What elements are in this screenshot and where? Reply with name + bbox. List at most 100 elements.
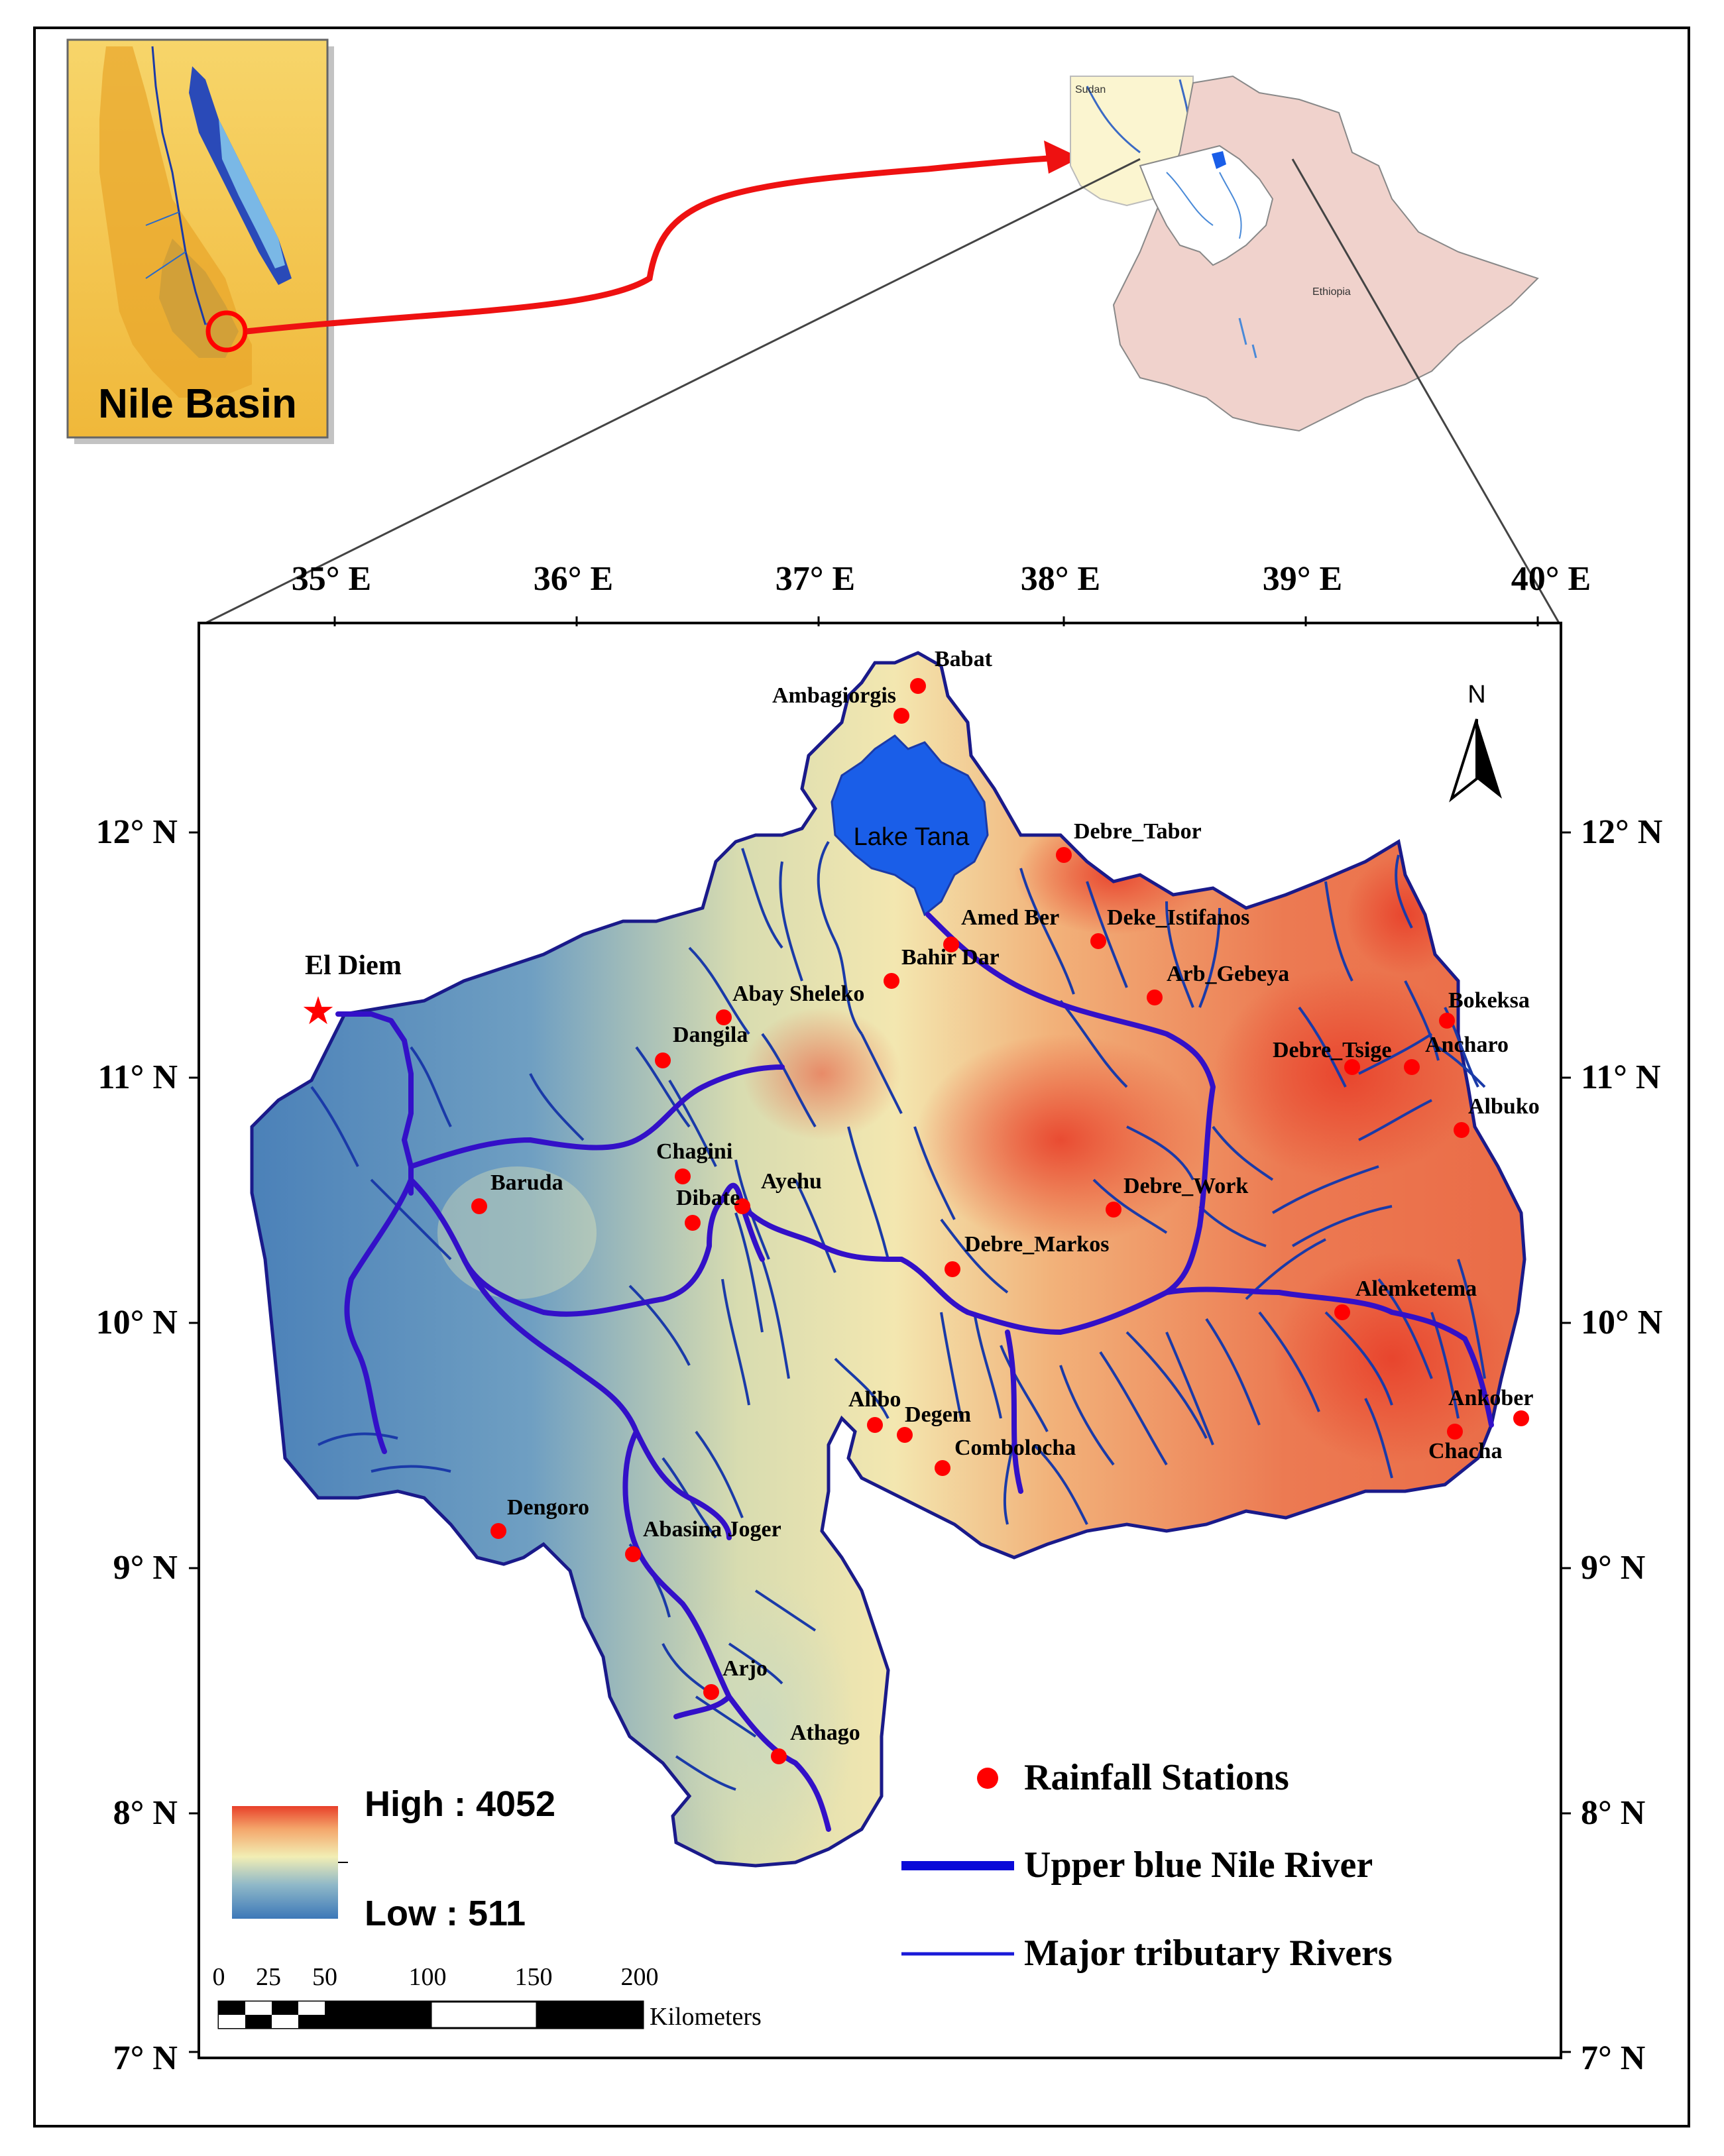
lake-tana [831,734,989,917]
station-marker [771,1748,787,1764]
station-label: Arjo [722,1656,768,1681]
station-label: Abay Sheleko [732,982,864,1006]
elevation-legend: High : 4052 Low : 511 [232,1784,555,1933]
station-marker [1404,1059,1420,1075]
station-label: Arb_Gebeya [1167,962,1289,986]
station-marker [1439,1013,1455,1029]
sudan-label: Sudan [1075,84,1106,95]
ethiopia-label: Ethiopia [1312,286,1351,298]
inset-title: Nile Basin [98,381,297,427]
station-label: Chacha [1428,1439,1502,1463]
lat-left-10: 10° N [96,1304,178,1341]
longitude-labels: 35° E 36° E 37° E 38° E 39° E 40° E [292,560,1591,598]
lat-right-8: 8° N [1581,1794,1645,1832]
legend-main-river-label: Upper blue Nile River [1024,1844,1373,1886]
lake-tana-label: Lake Tana [854,823,970,851]
zoom-line-right [1291,158,1562,627]
lat-right-12: 12° N [1581,813,1662,851]
scale-tick-0: 0 [213,1963,225,1991]
lat-right-9: 9° N [1581,1549,1645,1587]
lon-37: 37° E [776,560,855,598]
lon-38: 38° E [1021,560,1100,598]
lon-39: 39° E [1263,560,1342,598]
station-label: Bahir Dar [901,945,1000,970]
station-label: Dangila [673,1023,748,1047]
scale-bar: 0 25 50 100 150 200 Kilometers [213,1963,762,2031]
station-label: Abasina Joger [643,1517,781,1542]
station-label: Debre_Tabor [1074,819,1202,844]
station-label: Ankober [1448,1386,1533,1410]
elevation-low-label: Low : 511 [365,1894,526,1933]
station-marker [1106,1202,1121,1218]
lon-36: 36° E [534,560,613,598]
elevation-high-label: High : 4052 [365,1784,555,1824]
locator-arrow-head [1044,141,1080,174]
station-marker [685,1215,701,1231]
scale-tick-200: 200 [621,1963,659,1991]
station-label: Chagini [656,1139,732,1164]
el-diem-star-icon: ★ [301,990,335,1033]
lat-right-7: 7° N [1581,2039,1645,2077]
nile-basin-inset: Nile Basin [66,38,334,444]
tributary-rivers [310,840,1486,1791]
latitude-ticks [189,831,1571,2053]
latitude-labels-right: 12° N 11° N 10° N 9° N 8° N 7° N [1581,813,1662,2077]
longitude-ticks [333,616,1539,626]
zoom-line-left [198,158,1141,628]
station-marker [625,1546,641,1562]
station-marker [945,1261,960,1277]
lon-40: 40° E [1511,560,1591,598]
station-legend-symbol [977,1768,998,1789]
station-label: Bokeksa [1448,988,1530,1013]
station-marker [893,708,909,724]
station-label: Debre_Tsige [1273,1038,1391,1062]
lat-left-7: 7° N [113,2039,178,2077]
station-label: Ancharo [1425,1033,1509,1057]
lat-left-11: 11° N [98,1058,178,1096]
station-marker [1513,1410,1529,1426]
upper-blue-nile-river [335,912,1494,1832]
scale-tick-100: 100 [409,1963,447,1991]
lat-right-11: 11° N [1581,1058,1660,1096]
scale-tick-25: 25 [256,1963,281,1991]
latitude-labels-left: 12° N 11° N 10° N 9° N 8° N 7° N [96,813,178,2077]
scale-unit-label: Kilometers [650,2003,762,2031]
station-label: Babat [935,647,993,671]
rainfall-stations: Babat Ambagiorgis Debre_Tabor Amed Ber D… [471,647,1540,1764]
station-label: Ayehu [761,1169,822,1194]
station-marker [1056,847,1072,863]
north-arrow-label: N [1467,681,1485,709]
station-marker [675,1168,691,1184]
legend-tributaries-label: Major tributary Rivers [1024,1933,1393,1974]
station-label: Deke_Istifanos [1107,905,1249,930]
el-diem-label: El Diem [305,950,402,981]
scale-tick-50: 50 [312,1963,337,1991]
station-marker [1447,1424,1463,1440]
lat-left-9: 9° N [113,1549,178,1587]
study-area-highlight-circle [205,310,248,353]
station-marker [1147,990,1163,1005]
station-label: Baruda [490,1170,563,1195]
ethiopia-inset: Sudan Ethiopia [1070,75,1539,432]
station-marker [703,1684,719,1700]
station-marker [910,678,926,694]
station-marker [867,1417,883,1433]
locator-arrow [246,154,1061,335]
station-label: Alibo [848,1387,901,1412]
station-marker [490,1523,506,1539]
station-label: Albuko [1468,1094,1540,1119]
station-label: Combolocha [954,1436,1076,1460]
station-marker [734,1198,750,1214]
map-legend: Rainfall Stations Upper blue Nile River … [901,1757,1393,1974]
station-label: Debre_Work [1123,1174,1248,1198]
station-marker [897,1427,913,1443]
lat-left-8: 8° N [113,1794,178,1832]
lat-left-12: 12° N [96,813,178,851]
lon-35: 35° E [292,560,371,598]
scale-tick-150: 150 [515,1963,553,1991]
station-marker [655,1052,671,1068]
north-arrow-icon: N [1449,681,1502,803]
station-marker [716,1009,732,1025]
station-label: Athago [790,1721,860,1745]
station-marker [943,936,959,952]
